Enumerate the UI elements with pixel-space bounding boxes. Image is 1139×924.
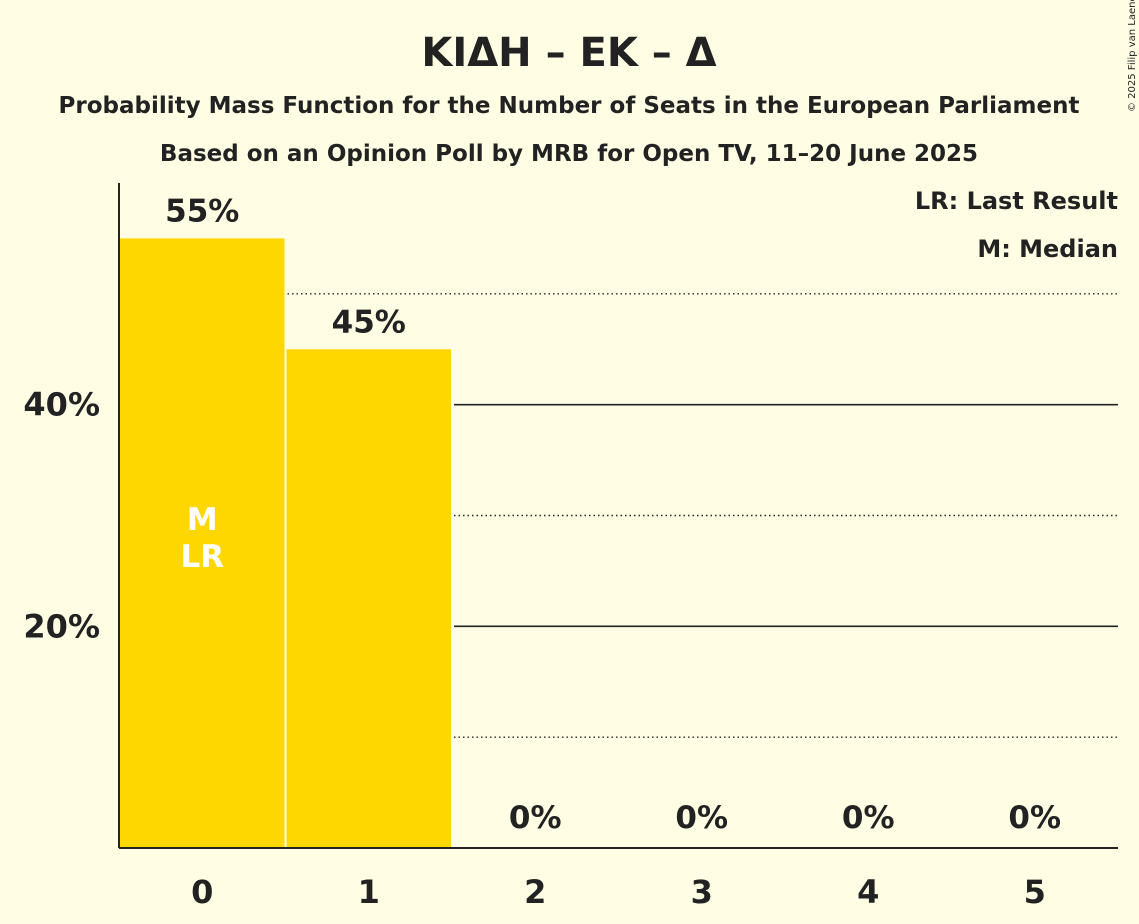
- median-marker: M: [187, 502, 218, 538]
- chart-subtitle-source: Based on an Opinion Poll by MRB for Open…: [160, 141, 978, 167]
- legend-last-result: LR: Last Result: [915, 187, 1118, 215]
- data-labels: 55% 45% 0% 0% 0% 0%: [165, 193, 1061, 836]
- bars: [120, 238, 451, 848]
- chart-title: ΚΙΔΗ – ΕΚ – Δ: [421, 30, 716, 76]
- x-axis-ticks: 0 1 2 3 4 5: [191, 873, 1046, 911]
- y-tick-label-40: 40%: [23, 386, 100, 424]
- x-tick-label-1: 1: [358, 873, 380, 911]
- data-label-4: 0%: [842, 800, 895, 836]
- last-result-marker: LR: [180, 539, 224, 575]
- bar-1: [286, 349, 451, 848]
- x-tick-label-0: 0: [191, 873, 213, 911]
- y-axis-ticks: 20% 40%: [23, 386, 100, 646]
- x-tick-label-5: 5: [1024, 873, 1046, 911]
- x-tick-label-3: 3: [691, 873, 713, 911]
- y-tick-label-20: 20%: [23, 607, 100, 645]
- median-lastresult-markers: MLR: [180, 502, 224, 575]
- data-label-2: 0%: [509, 800, 562, 836]
- data-label-5: 0%: [1008, 800, 1061, 836]
- chart-subtitle-method: Probability Mass Function for the Number…: [59, 93, 1080, 119]
- x-tick-label-2: 2: [524, 873, 546, 911]
- data-label-3: 0%: [675, 800, 728, 836]
- gridlines: [287, 293, 1118, 738]
- bar-0: [120, 238, 285, 848]
- legend-median: M: Median: [977, 235, 1118, 263]
- data-label-0: 55%: [165, 193, 239, 229]
- x-tick-label-4: 4: [857, 873, 879, 911]
- copyright-notice: © 2025 Filip van Laenen: [1127, 0, 1138, 112]
- data-label-1: 45%: [332, 304, 406, 340]
